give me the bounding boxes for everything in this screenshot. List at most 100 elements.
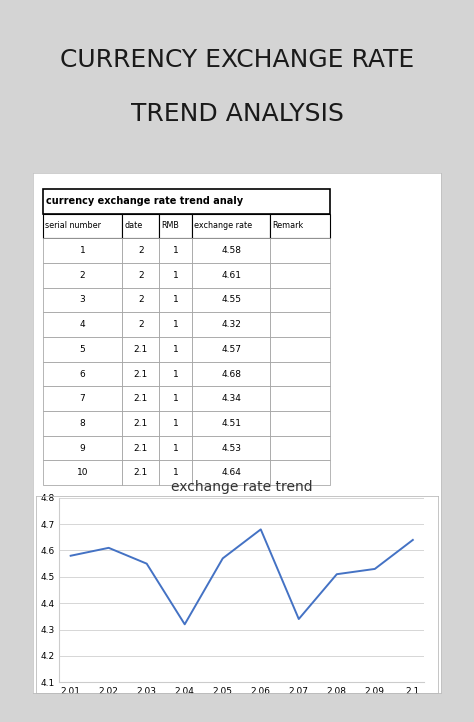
Text: 1: 1 [173, 320, 179, 329]
Text: TREND ANALYSIS: TREND ANALYSIS [130, 103, 344, 126]
Bar [43, 362, 122, 386]
Text: 2: 2 [138, 271, 144, 280]
Bar [122, 214, 159, 238]
Text: 4.51: 4.51 [221, 419, 241, 428]
Bar [192, 337, 270, 362]
Text: 2.1: 2.1 [134, 345, 148, 354]
Text: 1: 1 [80, 246, 85, 255]
Text: 2.1: 2.1 [134, 419, 148, 428]
Text: currency exchange rate trend analy: currency exchange rate trend analy [46, 196, 243, 206]
Text: 2: 2 [138, 320, 144, 329]
Text: serial number: serial number [45, 222, 100, 230]
Bar [122, 461, 159, 485]
Text: 7: 7 [80, 394, 85, 404]
Bar [192, 436, 270, 461]
Text: Remark: Remark [272, 222, 303, 230]
Text: 4.64: 4.64 [221, 469, 241, 477]
Bar [270, 313, 330, 337]
Text: 1: 1 [173, 443, 179, 453]
Bar [270, 337, 330, 362]
Bar [192, 263, 270, 287]
Bar [270, 411, 330, 436]
Bar [122, 238, 159, 263]
Bar [159, 287, 192, 313]
Title: exchange rate trend: exchange rate trend [171, 480, 312, 494]
Bar [192, 287, 270, 313]
Text: 8: 8 [80, 419, 85, 428]
Text: 2.1: 2.1 [134, 370, 148, 378]
Bar [43, 411, 122, 436]
Bar [122, 313, 159, 337]
Bar [270, 263, 330, 287]
Text: 3: 3 [80, 295, 85, 305]
Bar [270, 362, 330, 386]
Text: 4.68: 4.68 [221, 370, 241, 378]
Bar [43, 287, 122, 313]
Bar [192, 411, 270, 436]
Bar [159, 313, 192, 337]
Bar [159, 436, 192, 461]
Text: 1: 1 [173, 295, 179, 305]
Text: 2.1: 2.1 [134, 469, 148, 477]
Text: 1: 1 [173, 370, 179, 378]
Bar [192, 238, 270, 263]
Bar [159, 238, 192, 263]
Bar [159, 263, 192, 287]
Text: 1: 1 [173, 419, 179, 428]
Bar [122, 263, 159, 287]
Text: 1: 1 [173, 469, 179, 477]
Bar [122, 287, 159, 313]
Bar [270, 287, 330, 313]
Text: 4.55: 4.55 [221, 295, 241, 305]
Bar [122, 411, 159, 436]
Bar [122, 386, 159, 411]
Bar [159, 362, 192, 386]
Text: 1: 1 [173, 246, 179, 255]
Bar [159, 461, 192, 485]
Bar [270, 461, 330, 485]
Bar [43, 214, 122, 238]
Text: 4: 4 [80, 320, 85, 329]
Text: CURRENCY EXCHANGE RATE: CURRENCY EXCHANGE RATE [60, 48, 414, 72]
Bar [122, 362, 159, 386]
Text: 4.57: 4.57 [221, 345, 241, 354]
Text: 2.1: 2.1 [134, 394, 148, 404]
Text: 2: 2 [138, 295, 144, 305]
Bar [159, 411, 192, 436]
Bar [192, 386, 270, 411]
Text: 10: 10 [77, 469, 88, 477]
Bar [270, 238, 330, 263]
Bar [192, 214, 270, 238]
Bar [122, 337, 159, 362]
Text: 2: 2 [80, 271, 85, 280]
Text: RMB: RMB [161, 222, 179, 230]
Bar [159, 337, 192, 362]
Bar [43, 436, 122, 461]
Text: 4.53: 4.53 [221, 443, 241, 453]
Text: 4.32: 4.32 [221, 320, 241, 329]
Text: 6: 6 [80, 370, 85, 378]
Text: 1: 1 [173, 271, 179, 280]
Bar [43, 189, 330, 214]
Bar [270, 386, 330, 411]
Text: 2.1: 2.1 [134, 443, 148, 453]
Text: 1: 1 [173, 394, 179, 404]
Text: 4.61: 4.61 [221, 271, 241, 280]
Bar [43, 386, 122, 411]
Bar [159, 386, 192, 411]
Bar [43, 313, 122, 337]
Bar [159, 214, 192, 238]
Text: 5: 5 [80, 345, 85, 354]
Text: date: date [124, 222, 143, 230]
Bar [192, 461, 270, 485]
Text: 2: 2 [138, 246, 144, 255]
Bar [43, 263, 122, 287]
Bar [270, 436, 330, 461]
Bar [192, 313, 270, 337]
Bar [270, 214, 330, 238]
Bar [43, 238, 122, 263]
Bar [122, 436, 159, 461]
Bar [43, 461, 122, 485]
Text: 4.34: 4.34 [221, 394, 241, 404]
Text: exchange rate: exchange rate [194, 222, 252, 230]
